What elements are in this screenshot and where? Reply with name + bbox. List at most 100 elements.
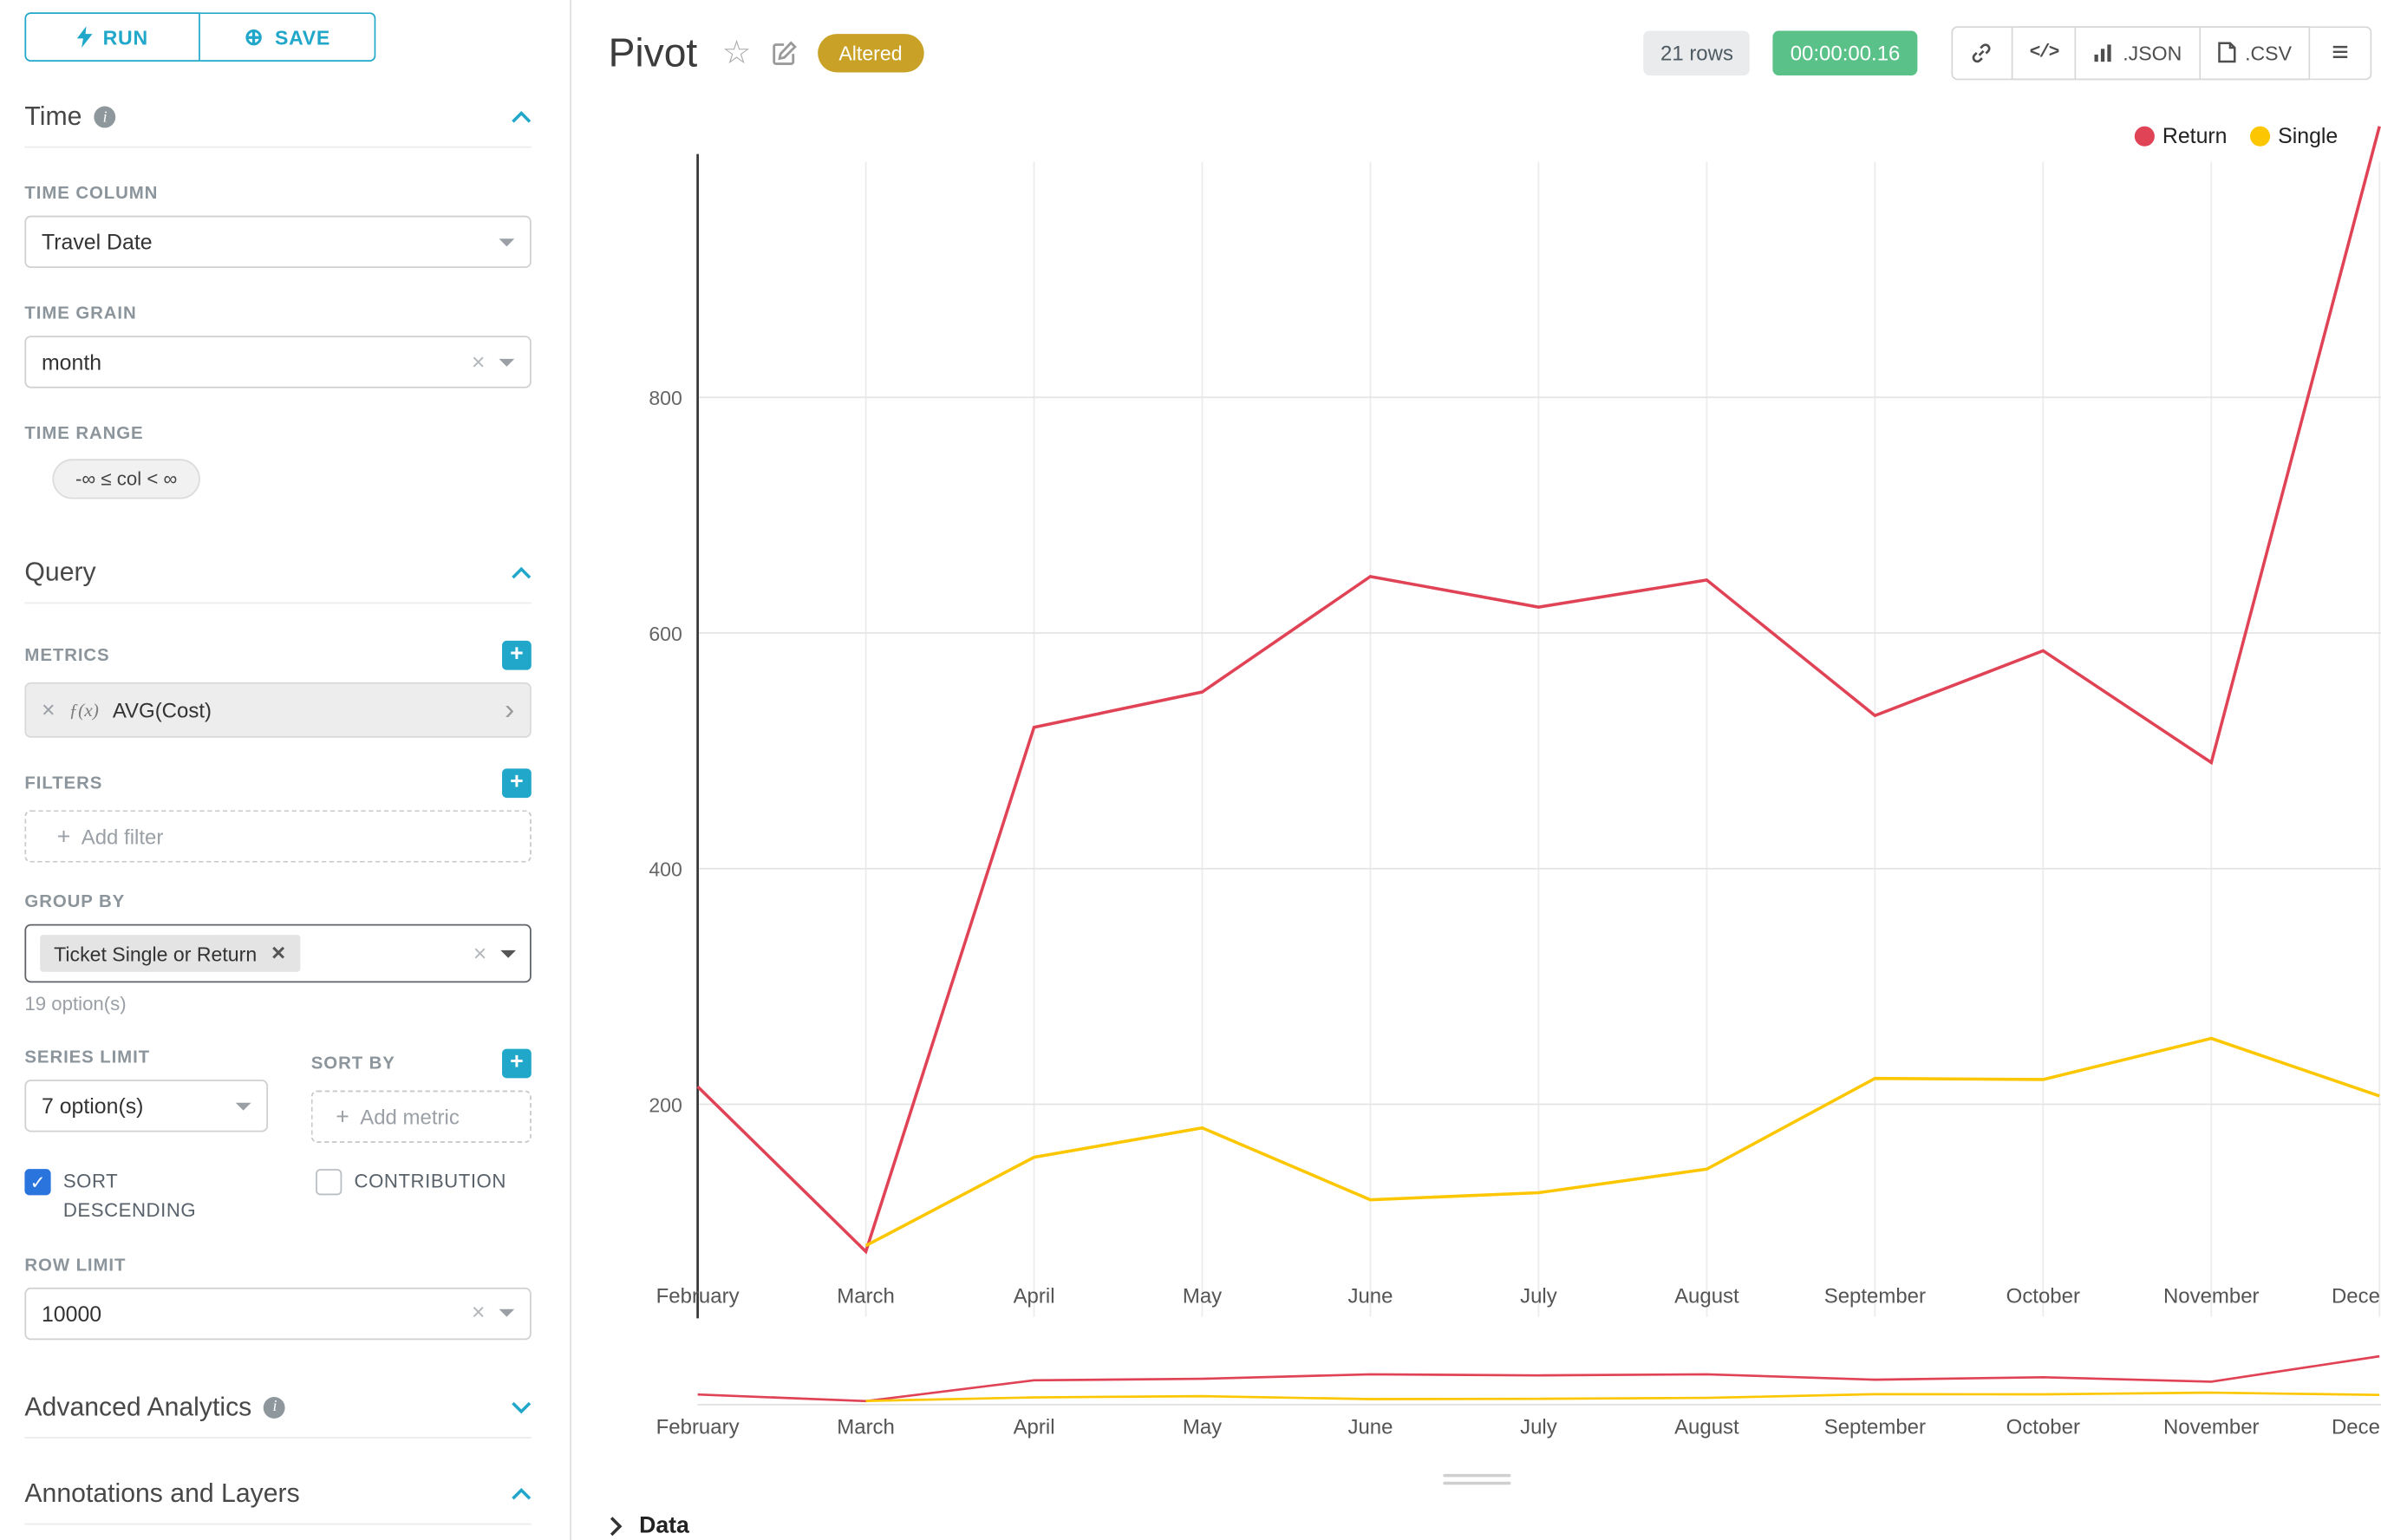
- sort-descending-label: SORT DESCENDING: [62, 1170, 197, 1222]
- legend-item-single[interactable]: Single: [2250, 123, 2339, 148]
- svg-text:March: March: [837, 1416, 895, 1439]
- altered-badge: Altered: [817, 33, 924, 72]
- svg-text:October: October: [2006, 1416, 2080, 1439]
- edit-properties-icon[interactable]: [771, 39, 797, 65]
- annotations-section-header[interactable]: Annotations and Layers: [24, 1478, 532, 1524]
- more-options-button[interactable]: ≡: [2310, 25, 2372, 80]
- metrics-label: METRICS: [24, 646, 110, 665]
- export-csv-button[interactable]: .CSV: [2200, 25, 2311, 80]
- chart-panel: Pivot ☆ Altered 21 rows 00:00:00.16 </> …: [571, 0, 2381, 1540]
- svg-text:August: August: [1674, 1416, 1739, 1439]
- control-panel: RUN ⊕ SAVE Time i TIME COLUMN Travel Dat…: [0, 0, 571, 1540]
- contribution-checkbox[interactable]: CONTRIBUTION: [316, 1167, 506, 1196]
- query-timer-badge: 00:00:00.16: [1773, 29, 1917, 75]
- fx-icon: ƒ(x): [68, 698, 99, 721]
- chevron-right-icon: ›: [505, 694, 515, 727]
- query-section-header[interactable]: Query: [24, 557, 532, 604]
- annotations-title: Annotations and Layers: [24, 1478, 300, 1508]
- add-sort-metric-button[interactable]: +: [502, 1048, 532, 1079]
- data-panel-label: Data: [639, 1512, 689, 1539]
- svg-text:December: December: [2332, 1285, 2381, 1308]
- run-button[interactable]: RUN: [24, 12, 200, 62]
- legend-item-return[interactable]: Return: [2134, 123, 2228, 148]
- time-grain-value: month: [41, 349, 102, 375]
- remove-metric-icon[interactable]: ×: [41, 696, 55, 723]
- checkbox-icon: [316, 1169, 342, 1196]
- page-title: Pivot: [608, 28, 698, 75]
- export-json-button[interactable]: .JSON: [2076, 25, 2201, 80]
- clear-icon[interactable]: ×: [473, 940, 487, 967]
- svg-text:May: May: [1183, 1285, 1222, 1308]
- svg-text:February: February: [656, 1285, 740, 1308]
- remove-tag-icon[interactable]: ✕: [271, 943, 287, 964]
- time-range-label: TIME RANGE: [24, 425, 144, 444]
- row-limit-select[interactable]: 10000 ×: [24, 1287, 532, 1340]
- add-sort-metric-dropzone[interactable]: + Add metric: [310, 1090, 532, 1143]
- group-by-options-hint: 19 option(s): [24, 993, 127, 1015]
- time-grain-select[interactable]: month ×: [24, 336, 532, 388]
- chevron-right-icon: [610, 1516, 623, 1536]
- sort-descending-checkbox[interactable]: SORT DESCENDING: [24, 1167, 221, 1225]
- time-grain-label: TIME GRAIN: [24, 304, 137, 324]
- legend-label: Single: [2278, 123, 2339, 148]
- svg-text:June: June: [1347, 1285, 1393, 1308]
- legend-label: Return: [2162, 123, 2228, 148]
- series-limit-label: SERIES LIMIT: [24, 1048, 151, 1067]
- plus-icon: +: [336, 1103, 349, 1130]
- copy-link-button[interactable]: [1951, 25, 2013, 80]
- menu-icon: ≡: [2332, 36, 2349, 69]
- chevron-up-icon: [512, 566, 532, 579]
- info-icon: i: [264, 1396, 286, 1418]
- svg-text:March: March: [837, 1285, 895, 1308]
- favorite-star-icon[interactable]: ☆: [721, 34, 752, 70]
- link-icon: [1973, 42, 1991, 62]
- group-by-tag[interactable]: Ticket Single or Return ✕: [40, 935, 301, 972]
- chevron-down-icon: [512, 1400, 532, 1413]
- info-icon: i: [94, 106, 116, 128]
- export-button-group: </> .JSON .CSV ≡: [1951, 25, 2372, 80]
- add-filter-button[interactable]: +: [502, 768, 532, 799]
- sort-by-label: SORT BY: [310, 1054, 395, 1073]
- svg-text:800: 800: [649, 387, 682, 409]
- advanced-analytics-section-header[interactable]: Advanced Analytics i: [24, 1392, 532, 1439]
- chart-canvas[interactable]: 200 400 600 800 February March April May June Jul…: [571, 0, 2381, 1456]
- clear-icon[interactable]: ×: [471, 349, 486, 375]
- metric-pill[interactable]: × ƒ(x) AVG(Cost) ›: [24, 682, 532, 738]
- add-filter-dropzone[interactable]: + Add filter: [24, 810, 532, 863]
- legend-dot-icon: [2134, 125, 2155, 146]
- row-count-badge: 21 rows: [1643, 29, 1751, 75]
- group-by-select[interactable]: Ticket Single or Return ✕ ×: [24, 923, 532, 983]
- svg-text:July: July: [1520, 1416, 1557, 1439]
- save-button[interactable]: ⊕ SAVE: [199, 12, 376, 62]
- query-section-title: Query: [24, 557, 96, 587]
- svg-text:April: April: [1014, 1285, 1055, 1308]
- series-limit-value: 7 option(s): [41, 1093, 144, 1119]
- clear-icon[interactable]: ×: [471, 1300, 486, 1327]
- chevron-down-icon: [500, 949, 517, 957]
- embed-code-button[interactable]: </>: [2012, 25, 2077, 80]
- chevron-down-icon: [499, 1308, 515, 1317]
- time-range-pill[interactable]: -∞ ≤ col < ∞: [52, 459, 200, 499]
- chevron-down-icon: [499, 357, 515, 366]
- chevron-down-icon: [235, 1101, 251, 1110]
- svg-text:September: September: [1824, 1285, 1926, 1308]
- time-section-header[interactable]: Time i: [24, 101, 532, 148]
- panel-resize-handle[interactable]: [1442, 1469, 1510, 1489]
- time-column-select[interactable]: Travel Date: [24, 215, 532, 269]
- svg-text:December: December: [2332, 1416, 2381, 1439]
- svg-text:200: 200: [649, 1093, 682, 1116]
- svg-text:November: November: [2163, 1285, 2260, 1308]
- svg-text:October: October: [2006, 1285, 2080, 1308]
- svg-text:August: August: [1674, 1285, 1739, 1308]
- toolbar: RUN ⊕ SAVE: [24, 12, 531, 62]
- svg-text:May: May: [1183, 1416, 1222, 1439]
- metric-name: AVG(Cost): [112, 698, 212, 722]
- data-panel-toggle[interactable]: Data: [609, 1512, 689, 1538]
- add-metric-button[interactable]: +: [502, 640, 532, 670]
- legend-dot-icon: [2250, 125, 2271, 146]
- svg-text:400: 400: [649, 858, 682, 881]
- export-csv-label: .CSV: [2245, 41, 2292, 64]
- lightning-icon: [76, 26, 93, 49]
- contribution-label: CONTRIBUTION: [354, 1170, 506, 1192]
- series-limit-select[interactable]: 7 option(s): [24, 1080, 269, 1132]
